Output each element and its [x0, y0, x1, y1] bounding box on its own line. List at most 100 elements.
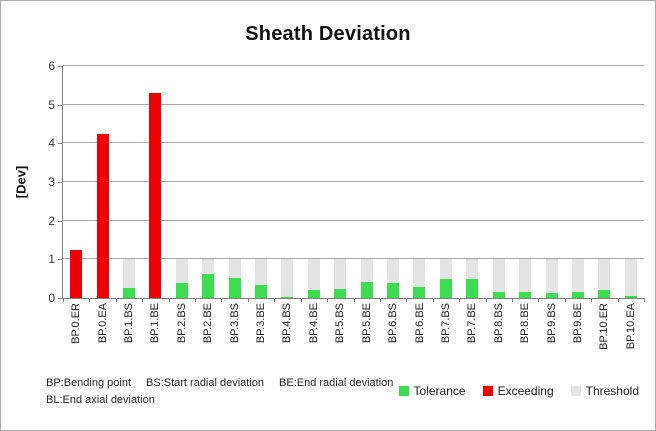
y-tick-label-0: 0	[48, 291, 55, 305]
bar-tolerance	[281, 296, 294, 298]
x-tick	[221, 298, 222, 302]
x-tick	[195, 298, 196, 302]
y-axis-label: [Dev]	[13, 165, 29, 199]
x-tick	[169, 298, 170, 302]
bar-tolerance	[255, 285, 268, 298]
bar-slot-BP.4.BS	[274, 66, 300, 298]
footer-abbreviation: BP:Bending point	[46, 377, 132, 389]
x-label-BP.8.BE: BP.8.BE	[519, 303, 532, 344]
bar-slot-BP.7.BE	[459, 66, 485, 298]
y-tick-5	[58, 104, 63, 106]
x-tick	[591, 298, 592, 302]
legend-item-tolerance: Tolerance	[398, 384, 466, 398]
x-label-BP.8.BS: BP.8.BS	[492, 303, 505, 344]
bar-tolerance	[545, 292, 558, 298]
bar-tolerance	[387, 282, 400, 298]
bar-threshold	[334, 259, 347, 298]
gridline-y-1	[63, 258, 644, 260]
bar-slot-BP.4.BE	[301, 66, 327, 298]
bar-tolerance	[413, 287, 426, 298]
legend-item-exceeding: Exceeding	[482, 384, 554, 398]
footer-notes: BP:Bending point BS:Start radial deviatio…	[46, 377, 393, 406]
x-label-BP.9.BS: BP.9.BS	[545, 303, 558, 344]
bar-tolerance	[519, 291, 532, 298]
bar-tolerance	[598, 289, 611, 298]
legend-label: Threshold	[585, 384, 639, 398]
legend-swatch-icon	[398, 386, 409, 396]
bar-tolerance	[202, 274, 215, 298]
bar-threshold	[545, 259, 558, 298]
chart-title: Sheath Deviation	[245, 23, 411, 45]
y-tick-label-1: 1	[48, 252, 55, 267]
x-tick	[512, 298, 513, 302]
bar-slot-BP.1.BE	[142, 66, 168, 298]
bar-threshold	[519, 259, 532, 298]
x-label-BP.10.ER: BP.10.ER	[598, 303, 611, 350]
footer-abbreviation: BE:End radial deviation	[279, 377, 394, 389]
x-label-BP.1.BE: BP.1.BE	[149, 303, 162, 344]
bar-threshold	[492, 259, 505, 298]
x-label-BP.4.BS: BP.4.BS	[281, 303, 294, 344]
gridline-y-5	[63, 103, 644, 105]
bar-threshold	[281, 259, 294, 298]
gridline-y-6	[63, 65, 644, 66]
bar-slot-BP.1.BS	[116, 66, 142, 298]
bar-slot-BP.10.ER	[591, 66, 617, 298]
bar-tolerance	[624, 296, 637, 298]
x-label-BP.6.BE: BP.6.BE	[413, 303, 426, 344]
bar-slot-BP.3.BS	[221, 66, 247, 298]
x-label-BP.3.BS: BP.3.BS	[228, 303, 241, 344]
bar-tolerance	[307, 290, 320, 298]
legend-item-threshold: Threshold	[570, 384, 639, 398]
bar-tolerance	[466, 278, 479, 298]
x-label-BP.6.BS: BP.6.BS	[387, 303, 400, 344]
gridline-y-4	[63, 142, 644, 144]
y-tick-3	[58, 182, 63, 183]
bar-slot-BP.9.BE	[565, 66, 591, 298]
legend-label: Tolerance	[413, 384, 466, 398]
x-tick	[327, 298, 328, 302]
bar-slot-BP.8.BS	[486, 66, 512, 298]
footer-line-1: BP:Bending point BS:Start radial deviatio…	[46, 377, 393, 389]
bar-exceeding	[70, 249, 83, 298]
bar-slot-BP.0.ER	[63, 66, 89, 298]
x-tick	[538, 298, 539, 302]
x-tick	[301, 298, 302, 302]
bar-exceeding	[96, 133, 109, 298]
x-label-BP.0.EA: BP.0.EA	[96, 303, 109, 344]
x-tick	[486, 298, 487, 302]
x-label-BP.2.BS: BP.2.BS	[175, 303, 188, 344]
bar-tolerance	[175, 283, 188, 298]
legend-label: Exceeding	[497, 384, 554, 398]
bar-tolerance	[439, 279, 452, 298]
x-label-BP.9.BE: BP.9.BE	[571, 303, 584, 344]
y-tick-1	[58, 259, 63, 261]
x-label-BP.1.BS: BP.1.BS	[123, 303, 136, 344]
bar-tolerance	[360, 281, 373, 298]
x-tick	[354, 298, 355, 302]
bar-tolerance	[123, 287, 136, 298]
bar-slot-BP.7.BS	[433, 66, 459, 298]
bar-slot-BP.6.BS	[380, 66, 406, 298]
x-tick	[459, 298, 460, 302]
bar-slot-BP.0.EA	[89, 66, 115, 298]
x-label-BP.10.EA: BP.10.EA	[624, 303, 637, 350]
gridline-y-2	[63, 219, 644, 221]
footer-abbreviation: BS:Start radial deviation	[146, 377, 265, 389]
bar-slot-BP.6.BE	[406, 66, 432, 298]
gridline-y-3	[63, 181, 644, 182]
y-tick-label-3: 3	[48, 175, 55, 189]
bar-tolerance	[492, 291, 505, 298]
bar-exceeding	[149, 93, 162, 298]
x-tick	[248, 298, 249, 302]
x-label-BP.2.BE: BP.2.BE	[202, 303, 215, 344]
bar-threshold	[307, 259, 320, 298]
y-tick-6	[58, 66, 63, 67]
x-tick	[565, 298, 566, 302]
y-tick-label-5: 5	[48, 97, 55, 112]
y-tick-4	[58, 143, 63, 145]
x-label-BP.7.BS: BP.7.BS	[439, 303, 452, 344]
bar-slot-BP.9.BS	[538, 66, 564, 298]
x-label-BP.0.ER: BP.0.ER	[70, 303, 83, 344]
